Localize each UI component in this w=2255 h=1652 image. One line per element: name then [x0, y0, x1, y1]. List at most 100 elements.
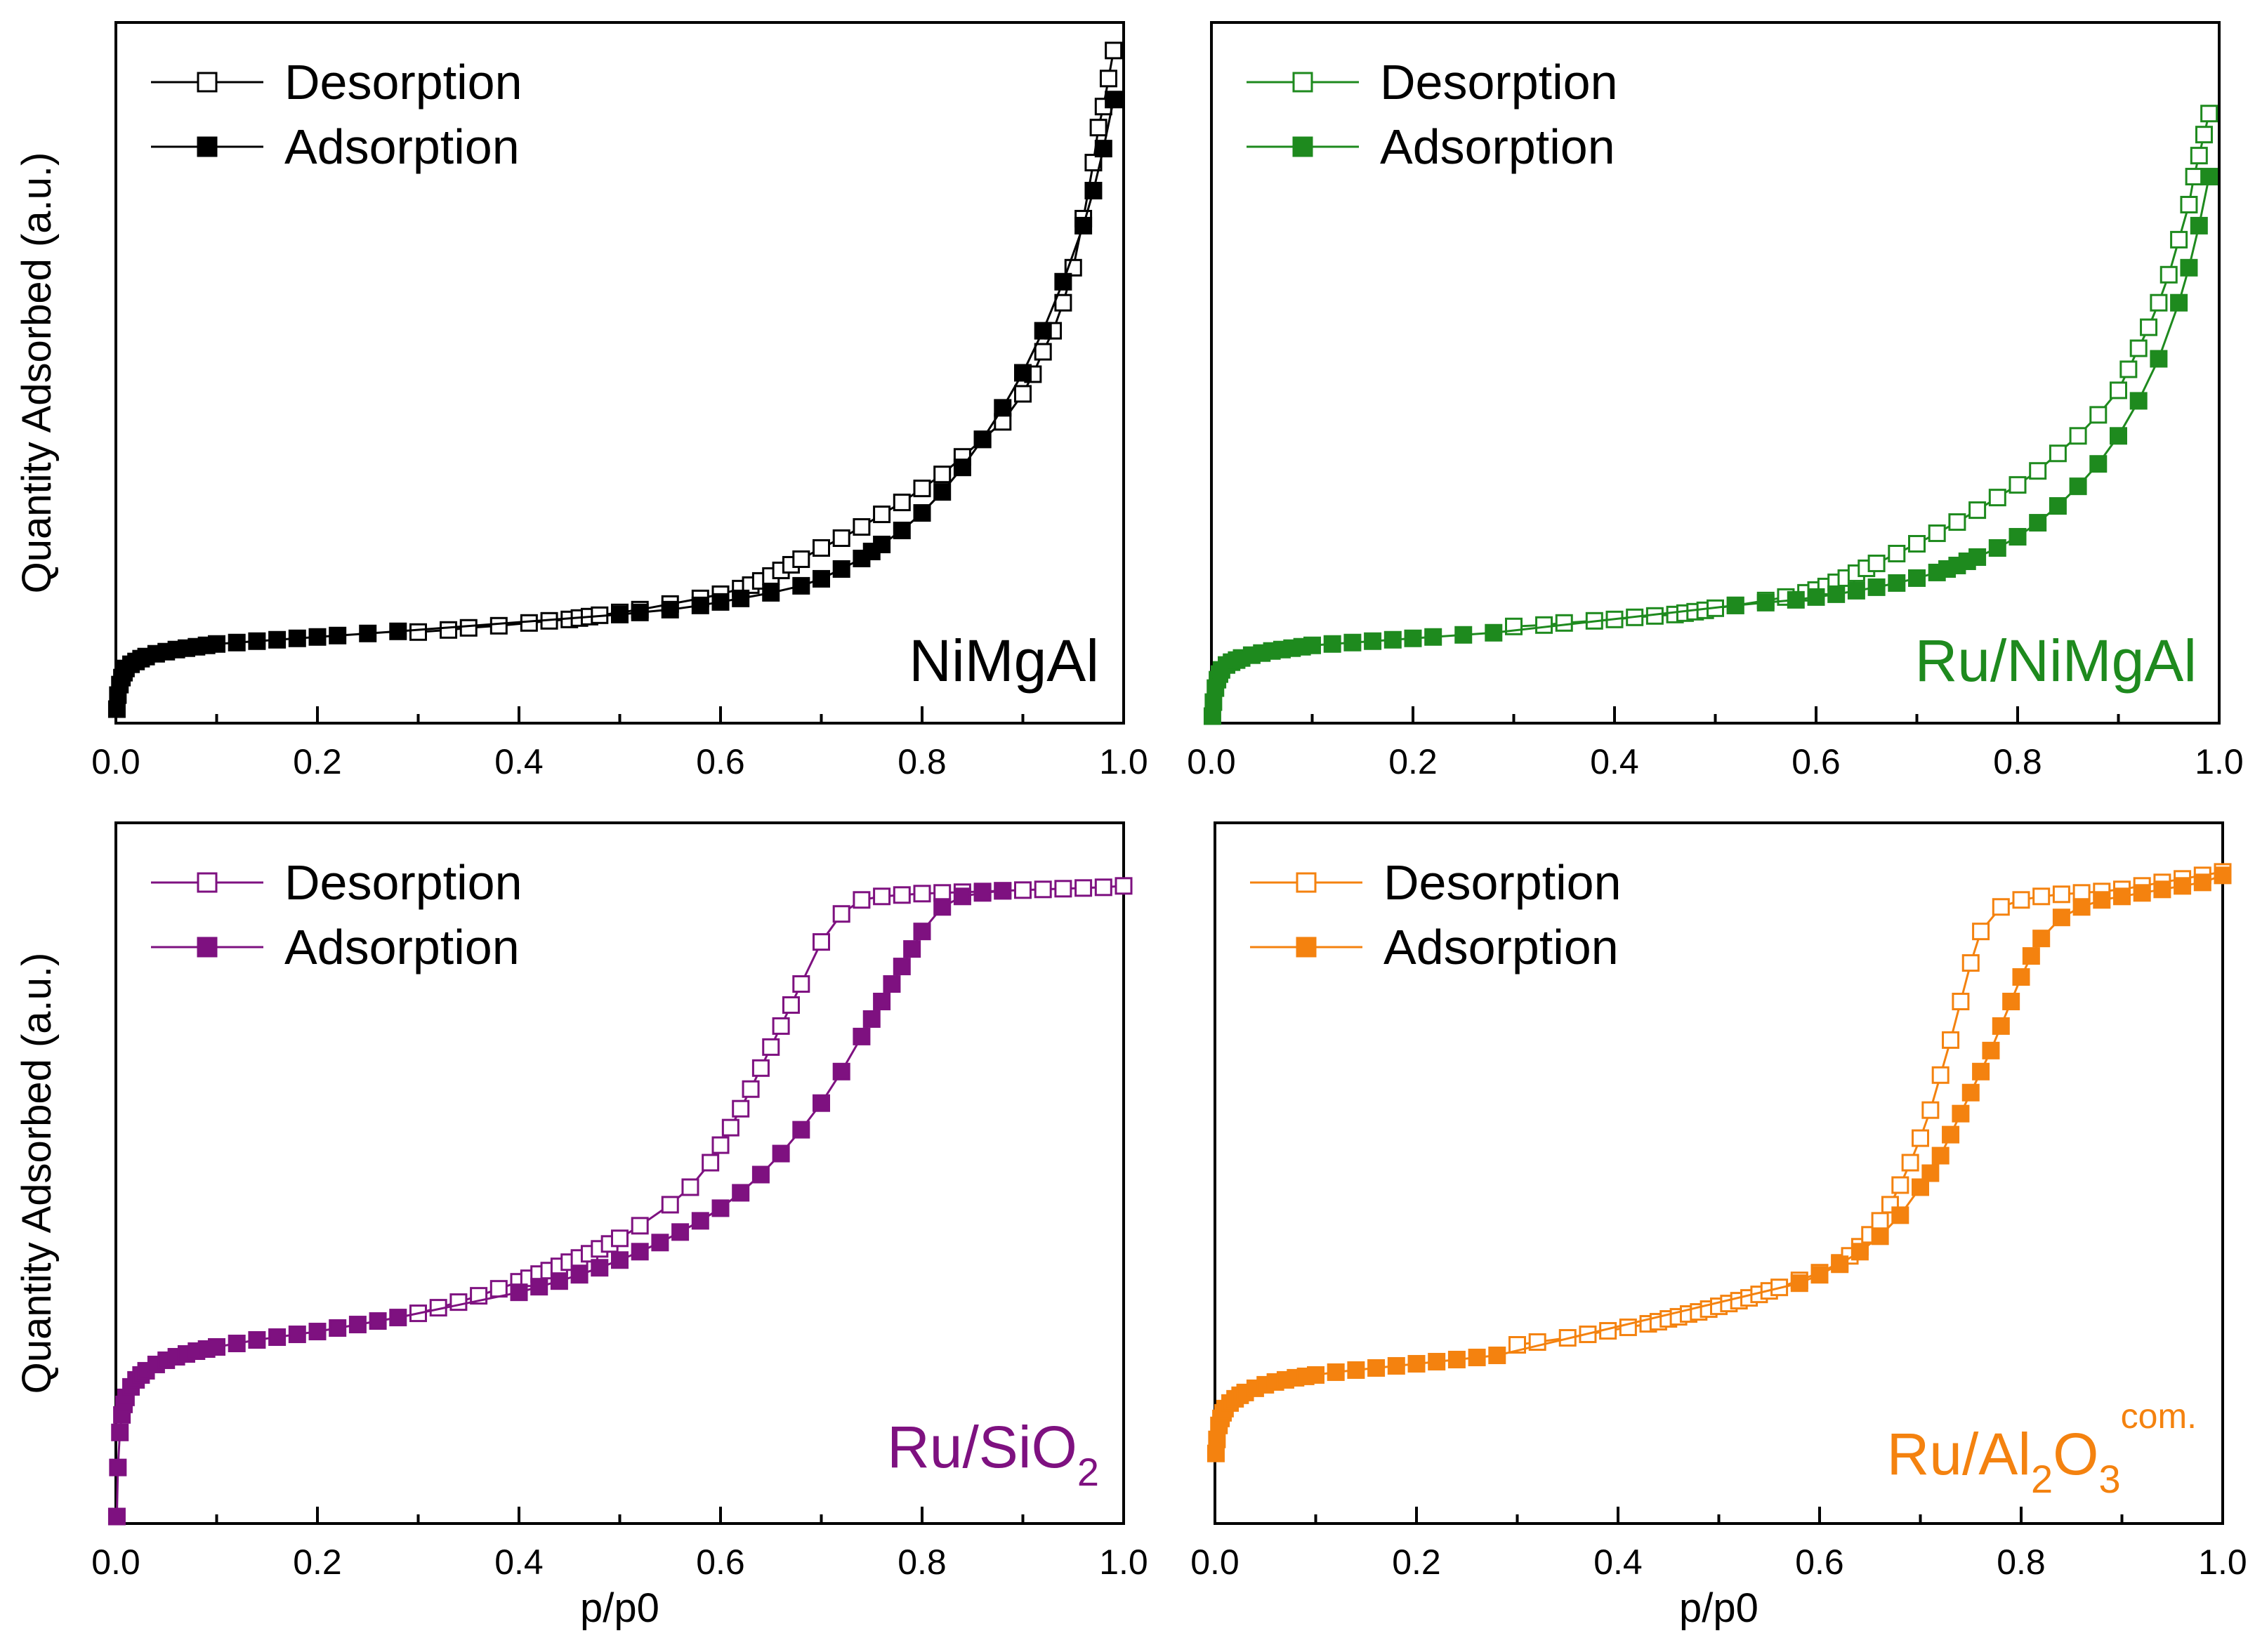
data-point-adsorption [1942, 1125, 1960, 1144]
panel-bottom-left: 0.0 0.2 0.4 0.6 0.8 1.0 Quantity Adsorbed (a.u… [14, 821, 1148, 1631]
data-point-desorption [873, 505, 891, 524]
x-tick-label: 0.2 [1388, 742, 1438, 781]
data-point-adsorption [2113, 887, 2131, 906]
data-point-desorption [2049, 444, 2067, 463]
data-point-adsorption [1424, 628, 1442, 646]
data-point-adsorption [1867, 578, 1886, 596]
data-point-desorption [913, 480, 931, 498]
data-point-adsorption [631, 1243, 649, 1261]
legend-label: Adsorption [284, 920, 520, 974]
data-point-adsorption [1790, 1274, 1808, 1293]
series-line-adsorption [1214, 874, 2223, 1454]
data-point-desorption [1074, 879, 1093, 897]
data-point-adsorption [832, 1062, 850, 1081]
data-point-adsorption [530, 1278, 548, 1296]
data-point-adsorption [953, 887, 971, 906]
data-point-adsorption [1992, 1017, 2010, 1035]
data-point-adsorption [1787, 590, 1805, 609]
data-point-desorption [2110, 381, 2127, 399]
data-point-adsorption [1921, 1164, 1940, 1182]
data-point-adsorption [933, 483, 952, 501]
data-point-adsorption [2174, 877, 2192, 895]
data-point-desorption [702, 1154, 720, 1172]
data-point-desorption [853, 891, 871, 909]
data-point-adsorption [2129, 392, 2148, 410]
data-point-adsorption [1404, 629, 1422, 647]
data-point-adsorption [651, 1234, 669, 1252]
data-point-desorption [813, 933, 830, 951]
data-point-adsorption [2069, 477, 2087, 496]
data-point-adsorption [248, 1331, 266, 1349]
data-point-desorption [1535, 616, 1553, 634]
data-point-desorption [853, 518, 871, 536]
x-tick-label: 0.6 [1791, 742, 1841, 781]
data-point-adsorption [2200, 168, 2218, 186]
x-tick-label: 0.0 [91, 742, 140, 781]
data-point-desorption [2200, 105, 2218, 123]
data-point-adsorption [873, 992, 891, 1010]
data-point-adsorption [813, 1094, 830, 1112]
data-point-desorption [1921, 1101, 1940, 1119]
data-point-adsorption [751, 1165, 770, 1184]
data-point-adsorption [1454, 626, 1473, 644]
data-point-adsorption [772, 1144, 790, 1163]
legend-marker [197, 872, 218, 893]
data-point-adsorption [1387, 1356, 1405, 1375]
data-point-desorption [1099, 70, 1117, 88]
data-point-desorption [1968, 501, 1987, 520]
data-point-adsorption [1888, 574, 1906, 592]
data-point-adsorption [228, 1335, 246, 1353]
data-point-adsorption [2022, 947, 2040, 965]
data-point-desorption [2129, 339, 2148, 357]
data-point-adsorption [1726, 596, 1744, 614]
legend-entry-desorption: Desorption [1250, 855, 1622, 910]
data-point-adsorption [2190, 216, 2208, 234]
data-point-adsorption [109, 1458, 127, 1476]
data-point-desorption [409, 623, 427, 641]
x-tick-label: 0.8 [898, 742, 947, 781]
legend-label: Desorption [284, 855, 522, 910]
legend-entry-adsorption: Adsorption [151, 119, 520, 174]
data-point-desorption [1928, 524, 1946, 543]
data-point-adsorption [1343, 633, 1362, 652]
legend-label: Desorption [1380, 55, 1618, 110]
data-point-desorption [681, 1178, 699, 1196]
data-point-adsorption [732, 589, 750, 607]
data-point-desorption [520, 614, 538, 632]
x-tick-label: 0.8 [898, 1542, 947, 1582]
legend-label: Adsorption [1383, 920, 1619, 974]
data-point-adsorption [903, 940, 921, 958]
data-point-adsorption [1105, 91, 1123, 109]
data-point-adsorption [2153, 880, 2171, 899]
data-point-adsorption [1968, 548, 1987, 566]
data-point-desorption [1948, 513, 1966, 531]
data-point-desorption [2159, 265, 2178, 284]
data-point-desorption [742, 1080, 760, 1098]
data-point-desorption [893, 494, 911, 512]
sample-label: Ru/SiO2 [887, 1414, 1099, 1494]
data-point-adsorption [308, 1323, 327, 1341]
data-point-adsorption [1982, 1041, 2000, 1059]
data-point-adsorption [853, 1027, 871, 1045]
data-point-desorption [792, 975, 810, 993]
data-point-desorption [1871, 1212, 1889, 1230]
data-point-desorption [2140, 318, 2158, 336]
data-point-desorption [2180, 195, 2198, 213]
data-point-desorption [1034, 880, 1052, 899]
data-point-adsorption [329, 626, 347, 645]
data-point-adsorption [792, 576, 810, 595]
data-point-desorption [893, 886, 911, 904]
data-point-desorption [1555, 614, 1573, 632]
data-point-desorption [489, 616, 508, 635]
data-point-adsorption [308, 628, 327, 646]
data-point-adsorption [2052, 908, 2070, 927]
data-point-desorption [1961, 954, 1980, 972]
data-point-adsorption [2150, 350, 2168, 368]
data-point-desorption [751, 1059, 770, 1077]
data-point-adsorption [2214, 866, 2232, 885]
data-point-desorption [1094, 878, 1112, 897]
data-point-adsorption [1847, 581, 1865, 600]
plot-frame [1214, 821, 2224, 1525]
data-point-adsorption [1810, 1266, 1829, 1284]
data-point-adsorption [1034, 322, 1052, 340]
